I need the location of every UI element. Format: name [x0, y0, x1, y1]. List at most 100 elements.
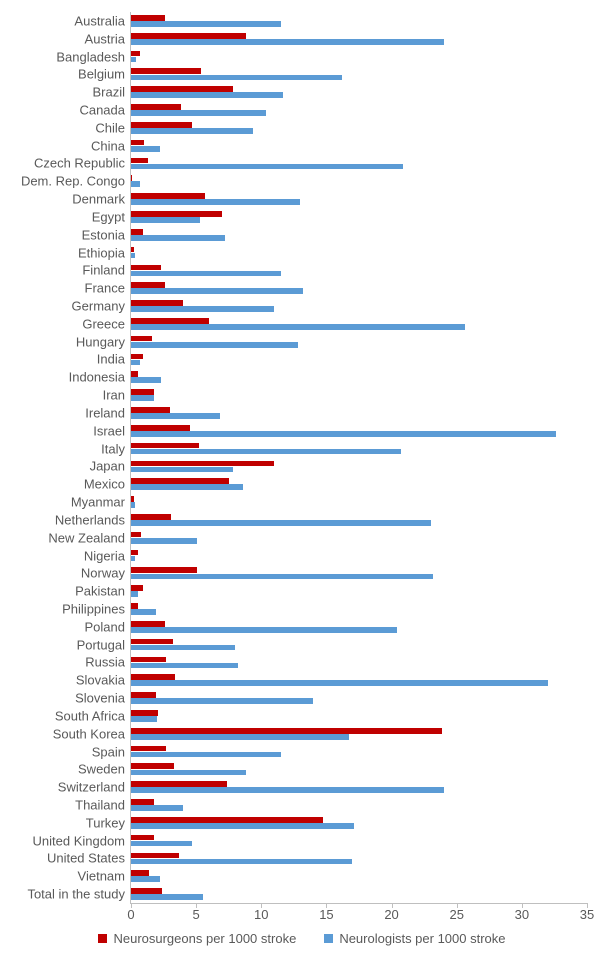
bar-neurologists: [131, 698, 313, 704]
y-axis-label: Sweden: [78, 762, 131, 777]
bar-neurologists: [131, 876, 160, 882]
y-axis-label: Indonesia: [69, 370, 131, 385]
legend-label: Neurosurgeons per 1000 stroke: [113, 931, 296, 946]
bar-neurologists: [131, 377, 161, 383]
y-axis-label: Brazil: [92, 85, 131, 100]
bar-neurosurgeons: [131, 33, 246, 39]
y-axis-label: United Kingdom: [33, 833, 132, 848]
y-axis-label: Austria: [85, 31, 131, 46]
bar-neurosurgeons: [131, 86, 233, 92]
bar-neurosurgeons: [131, 853, 179, 859]
y-axis-label: France: [85, 281, 131, 296]
y-axis-label: Israel: [93, 423, 131, 438]
bar-neurologists: [131, 217, 200, 223]
y-axis-label: Denmark: [72, 192, 131, 207]
bar-neurologists: [131, 859, 352, 865]
bar-neurologists: [131, 609, 156, 615]
y-axis-label: Dem. Rep. Congo: [21, 174, 131, 189]
y-axis-label: Thailand: [75, 797, 131, 812]
bar-neurosurgeons: [131, 175, 132, 181]
bar-neurosurgeons: [131, 621, 165, 627]
bar-neurologists: [131, 627, 397, 633]
bar-neurosurgeons: [131, 336, 152, 342]
x-tick-label: 10: [254, 903, 268, 922]
bar-neurologists: [131, 841, 192, 847]
bar-neurologists: [131, 181, 140, 187]
y-axis-label: Pakistan: [75, 584, 131, 599]
bar-neurosurgeons: [131, 532, 141, 538]
bar-neurologists: [131, 324, 465, 330]
bar-neurosurgeons: [131, 799, 154, 805]
bar-neurologists: [131, 128, 253, 134]
y-axis-label: China: [91, 138, 131, 153]
bar-neurosurgeons: [131, 763, 174, 769]
y-axis-label: Switzerland: [58, 780, 131, 795]
bar-neurologists: [131, 591, 138, 597]
bar-neurosurgeons: [131, 567, 197, 573]
y-axis-label: Italy: [101, 441, 131, 456]
bar-neurosurgeons: [131, 692, 156, 698]
bar-neurologists: [131, 787, 444, 793]
bar-neurologists: [131, 556, 135, 562]
plot-area: 05101520253035AustraliaAustriaBangladesh…: [130, 12, 587, 904]
bar-neurologists: [131, 288, 303, 294]
bar-neurosurgeons: [131, 817, 323, 823]
y-axis-label: Hungary: [76, 334, 131, 349]
y-axis-label: Turkey: [86, 815, 131, 830]
bar-neurosurgeons: [131, 15, 165, 21]
bar-neurologists: [131, 39, 444, 45]
y-axis-label: Czech Republic: [34, 156, 131, 171]
y-axis-label: New Zealand: [48, 530, 131, 545]
y-axis-label: Egypt: [92, 209, 131, 224]
bar-neurologists: [131, 413, 220, 419]
x-tick-label: 20: [384, 903, 398, 922]
bar-neurosurgeons: [131, 603, 138, 609]
bar-neurosurgeons: [131, 389, 154, 395]
bar-neurosurgeons: [131, 122, 192, 128]
y-axis-label: India: [97, 352, 131, 367]
y-axis-label: Germany: [72, 299, 131, 314]
bar-neurologists: [131, 271, 281, 277]
x-tick-label: 25: [449, 903, 463, 922]
y-axis-label: Nigeria: [84, 548, 131, 563]
bar-neurologists: [131, 235, 225, 241]
bar-neurosurgeons: [131, 193, 205, 199]
bar-neurologists: [131, 716, 157, 722]
bar-neurologists: [131, 395, 154, 401]
y-axis-label: South Korea: [53, 726, 131, 741]
bar-neurosurgeons: [131, 158, 148, 164]
bar-neurologists: [131, 21, 281, 27]
bar-neurologists: [131, 164, 403, 170]
bar-neurosurgeons: [131, 781, 227, 787]
bar-neurosurgeons: [131, 888, 162, 894]
y-axis-label: Philippines: [62, 601, 131, 616]
y-axis-label: Netherlands: [55, 512, 131, 527]
bar-neurosurgeons: [131, 211, 222, 217]
bar-neurologists: [131, 502, 135, 508]
y-axis-label: Slovenia: [75, 691, 131, 706]
bar-neurosurgeons: [131, 407, 170, 413]
bar-neurologists: [131, 823, 354, 829]
bar-neurologists: [131, 342, 298, 348]
legend-item-neurologists: Neurologists per 1000 stroke: [324, 931, 505, 946]
bar-neurosurgeons: [131, 265, 161, 271]
bar-neurologists: [131, 734, 349, 740]
bar-neurologists: [131, 520, 431, 526]
x-tick-label: 35: [580, 903, 594, 922]
bar-neurologists: [131, 360, 140, 366]
y-axis-label: Japan: [90, 459, 131, 474]
bar-neurosurgeons: [131, 550, 138, 556]
y-axis-label: Mexico: [84, 477, 131, 492]
bar-neurologists: [131, 253, 135, 259]
y-axis-label: Total in the study: [27, 887, 131, 902]
bar-neurologists: [131, 770, 246, 776]
bar-neurosurgeons: [131, 585, 143, 591]
y-axis-label: Bangladesh: [56, 49, 131, 64]
bar-neurosurgeons: [131, 514, 171, 520]
y-axis-label: Poland: [85, 619, 131, 634]
y-axis-label: Greece: [82, 316, 131, 331]
bar-neurologists: [131, 199, 300, 205]
bar-neurosurgeons: [131, 104, 181, 110]
y-axis-label: Spain: [92, 744, 131, 759]
bar-neurologists: [131, 574, 433, 580]
